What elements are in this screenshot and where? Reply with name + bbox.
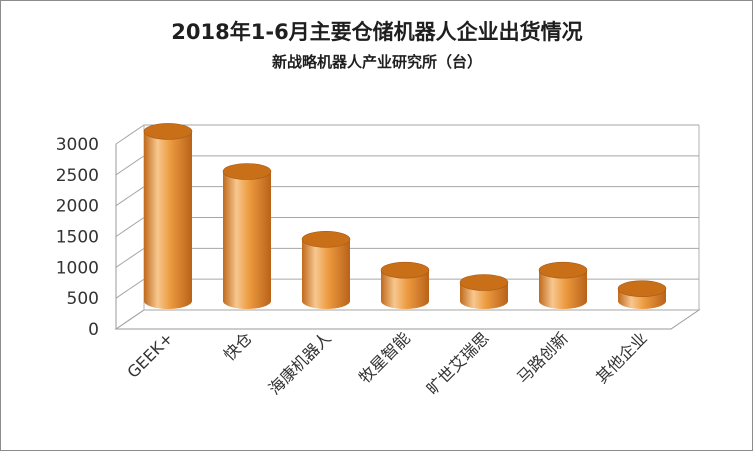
y-tick-label: 1500	[56, 228, 99, 248]
x-tick-label: 马路创新	[513, 328, 572, 387]
bar	[380, 261, 430, 309]
bar	[143, 123, 193, 309]
bar-body	[302, 239, 350, 309]
bar	[459, 274, 509, 309]
x-tick-label: 牧星智能	[355, 328, 414, 387]
y-tick-label: 2500	[56, 166, 99, 186]
x-tick-label: 快仓	[220, 328, 256, 364]
y-tick-label: 500	[67, 289, 99, 309]
bar-body	[381, 270, 429, 309]
bar-body	[144, 131, 192, 309]
bar	[301, 231, 351, 309]
bar	[617, 280, 667, 309]
bar-top	[459, 274, 509, 291]
x-tick-label: 旷世艾瑞思	[423, 328, 493, 398]
floor	[114, 309, 701, 330]
y-tick-label: 1000	[56, 258, 99, 278]
x-tick-label: GEEK+	[123, 328, 176, 381]
y-tick-label: 0	[88, 320, 99, 340]
bar-top	[222, 163, 272, 180]
bar-body	[539, 270, 587, 309]
bar-top	[301, 231, 351, 248]
bar-top	[380, 261, 430, 279]
bar-top	[617, 280, 667, 297]
bar-top	[143, 123, 193, 140]
y-tick-label: 3000	[56, 135, 99, 155]
chart-title: 2018年1-6月主要仓储机器人企业出货情况	[171, 20, 582, 44]
y-tick-label: 2000	[56, 197, 99, 217]
chart-subtitle: 新战略机器人产业研究所（台）	[272, 53, 482, 71]
bars	[143, 123, 667, 309]
bar	[222, 163, 272, 309]
bar-top	[538, 261, 588, 279]
bar-body	[223, 171, 271, 309]
bar	[538, 261, 588, 309]
x-tick-label: 海康机器人	[265, 328, 335, 398]
x-tick-label: 其他企业	[592, 328, 651, 387]
